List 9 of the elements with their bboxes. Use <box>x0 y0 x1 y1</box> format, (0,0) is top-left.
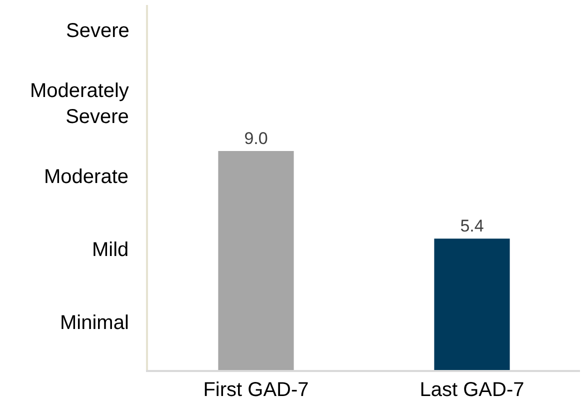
x-tick-label: First GAD-7 <box>203 379 309 401</box>
data-label: 9.0 <box>244 129 268 148</box>
text: Moderate <box>44 166 128 188</box>
text: Mild <box>92 239 129 261</box>
text: Moderately Severe <box>30 80 129 128</box>
text: Minimal <box>60 312 129 334</box>
data-label: 5.4 <box>460 216 484 236</box>
text: Severe <box>66 20 130 42</box>
x-tick-label: Last GAD-7 <box>420 379 524 401</box>
